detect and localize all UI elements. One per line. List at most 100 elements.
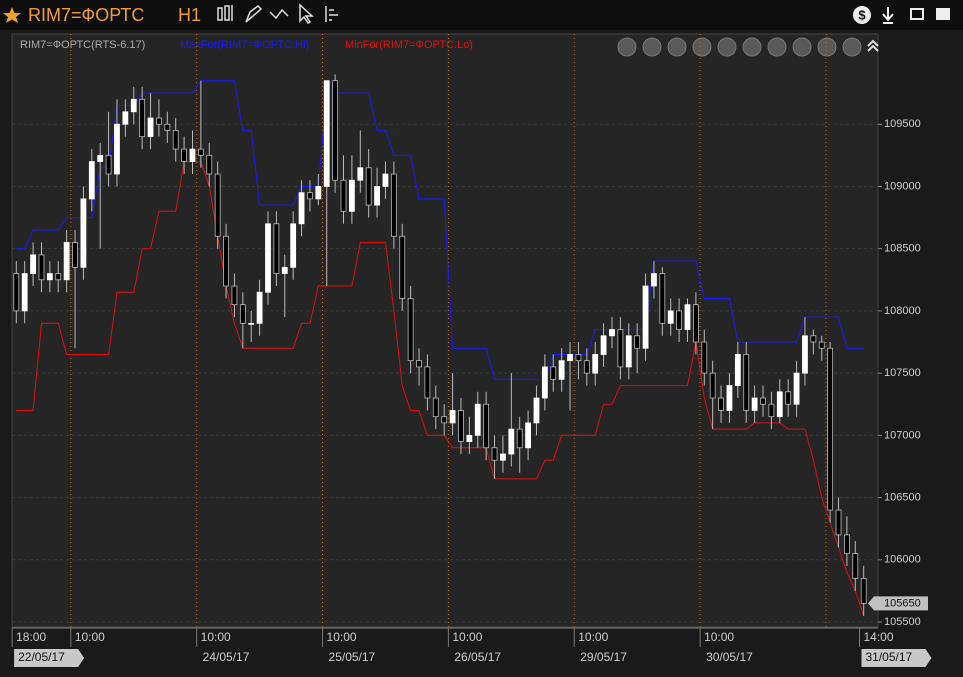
candle-body <box>642 285 649 349</box>
indicator-tool[interactable] <box>269 8 289 20</box>
indicator-line <box>16 80 864 380</box>
nav-button[interactable] <box>717 37 737 57</box>
candle-body <box>844 534 850 554</box>
candle-body <box>365 167 372 206</box>
candle-body <box>575 354 582 362</box>
x-tick-label: 14:00 <box>863 630 893 644</box>
candles-tool[interactable] <box>217 5 233 21</box>
candle-body <box>407 298 414 362</box>
date-label: 25/05/17 <box>329 650 376 664</box>
candle-body <box>659 273 666 324</box>
candle-body <box>793 372 800 405</box>
layout-tool[interactable] <box>325 6 338 22</box>
candle-body <box>197 148 204 156</box>
candle-body <box>340 179 347 212</box>
candle-body <box>692 304 699 343</box>
nav-button[interactable] <box>617 37 637 57</box>
toolbar <box>217 3 338 24</box>
candle-body <box>734 354 741 386</box>
candle-body <box>634 335 641 349</box>
nav-button[interactable] <box>817 37 837 57</box>
y-tick-label: 105500 <box>884 616 921 628</box>
x-tick-label: 10:00 <box>452 630 482 644</box>
candle-body <box>760 397 766 405</box>
candle-body <box>223 235 229 287</box>
candle-body <box>508 428 515 455</box>
candle-body <box>307 192 313 200</box>
candle-body <box>424 366 431 399</box>
date-label: 24/05/17 <box>203 650 250 664</box>
candle-body <box>810 335 817 343</box>
candle-body <box>768 403 775 418</box>
candle-body <box>500 453 506 461</box>
nav-button[interactable] <box>642 37 662 57</box>
candle-body <box>80 198 87 268</box>
y-tick-label: 106000 <box>884 554 921 566</box>
candle-body <box>147 117 154 138</box>
y-tick-label: 109500 <box>884 118 921 130</box>
candle-body <box>525 422 531 449</box>
draw-tool[interactable] <box>245 5 263 23</box>
candle-body <box>13 273 20 312</box>
candle-body <box>583 360 590 374</box>
candle-body <box>802 335 808 374</box>
candle-body <box>684 304 691 330</box>
candle-body <box>516 428 523 449</box>
candle-body <box>189 148 196 162</box>
date-label: 26/05/17 <box>454 650 501 664</box>
minimize-button[interactable] <box>910 8 924 20</box>
x-tick-label: 10:00 <box>201 630 231 644</box>
candle-body <box>751 397 758 411</box>
candle-body <box>852 553 859 579</box>
candle-body <box>139 98 146 138</box>
candle-body <box>181 148 188 162</box>
candle-body <box>97 154 104 162</box>
nav-button[interactable] <box>692 37 712 57</box>
candle-body <box>164 123 171 131</box>
title-bar <box>0 0 963 30</box>
maximize-button[interactable] <box>936 8 950 20</box>
candle-body <box>130 98 137 113</box>
nav-button[interactable] <box>842 37 862 57</box>
candle-body <box>281 266 288 274</box>
nav-button[interactable] <box>742 37 762 57</box>
last-price-label: 105650 <box>884 597 921 609</box>
collapse-button[interactable] <box>867 39 879 52</box>
candle-body <box>592 354 599 374</box>
candle-body <box>718 397 724 411</box>
candle-body <box>726 385 733 411</box>
candle-body <box>21 273 28 312</box>
nav-button[interactable] <box>667 37 687 57</box>
nav-button[interactable] <box>767 37 787 57</box>
plot-area <box>11 33 879 628</box>
currency-button[interactable] <box>853 6 871 24</box>
candle-body <box>701 341 708 374</box>
candle-body <box>298 192 305 225</box>
candle-body <box>239 304 246 324</box>
candle-body <box>625 335 632 368</box>
favorite-star[interactable] <box>3 7 21 23</box>
candle-body <box>432 397 439 418</box>
x-tick-label: 10:00 <box>704 630 734 644</box>
candle-body <box>835 509 842 536</box>
candle-body <box>30 254 36 274</box>
candle-body <box>458 410 464 442</box>
nav-button[interactable] <box>792 37 812 57</box>
candle-body <box>265 223 271 293</box>
candle-body <box>248 322 255 325</box>
date-box <box>14 649 85 667</box>
cursor-tool[interactable] <box>299 3 314 24</box>
candle-body <box>399 235 406 299</box>
symbol: RIM7=ФОРТС <box>28 5 144 25</box>
y-tick-label: 108000 <box>884 305 921 317</box>
candle-body <box>273 223 280 274</box>
candle-body <box>491 447 498 461</box>
candle-body <box>206 154 213 175</box>
candle-body <box>600 335 607 355</box>
x-tick-label: 10:00 <box>75 630 105 644</box>
dock-button[interactable] <box>882 7 894 24</box>
interval[interactable]: H1 <box>178 5 201 25</box>
candle-body <box>348 179 355 212</box>
candle-body <box>550 366 557 380</box>
